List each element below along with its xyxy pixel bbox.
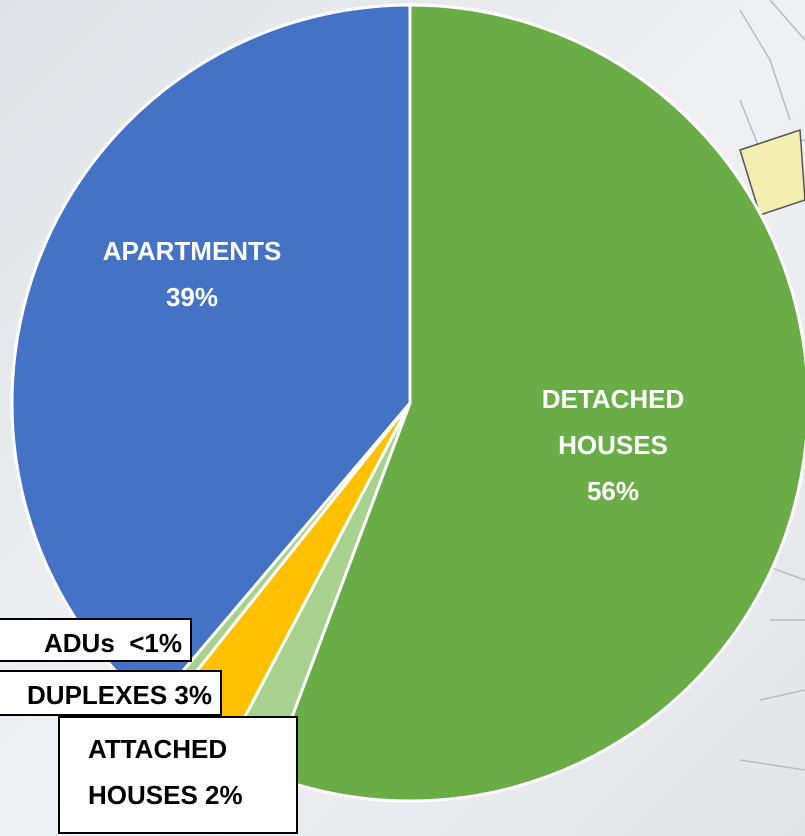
category-label: ADUs bbox=[43, 628, 115, 658]
pie-slice bbox=[268, 3, 805, 803]
callout-box: DUPLEXES 3% bbox=[0, 670, 222, 716]
map-background bbox=[739, 0, 805, 771]
value-label: <1% bbox=[129, 628, 182, 658]
category-label: DUPLEXES bbox=[27, 680, 168, 710]
callout-box: ADUs <1% bbox=[0, 618, 192, 662]
callout-box: ATTACHED HOUSES 2% bbox=[58, 716, 298, 834]
value-label: 39% bbox=[165, 282, 219, 312]
category-label: DETACHED HOUSES bbox=[541, 384, 685, 460]
value-label: 56% bbox=[586, 476, 640, 506]
category-label: APARTMENTS bbox=[102, 236, 282, 266]
category-label: ATTACHED HOUSES bbox=[88, 734, 228, 810]
value-label: 3% bbox=[174, 680, 212, 710]
value-label: 2% bbox=[205, 780, 243, 810]
pie-slice bbox=[10, 3, 412, 709]
slice-label: APARTMENTS 39% bbox=[72, 228, 312, 320]
slice-label: DETACHED HOUSES 56% bbox=[513, 376, 713, 514]
